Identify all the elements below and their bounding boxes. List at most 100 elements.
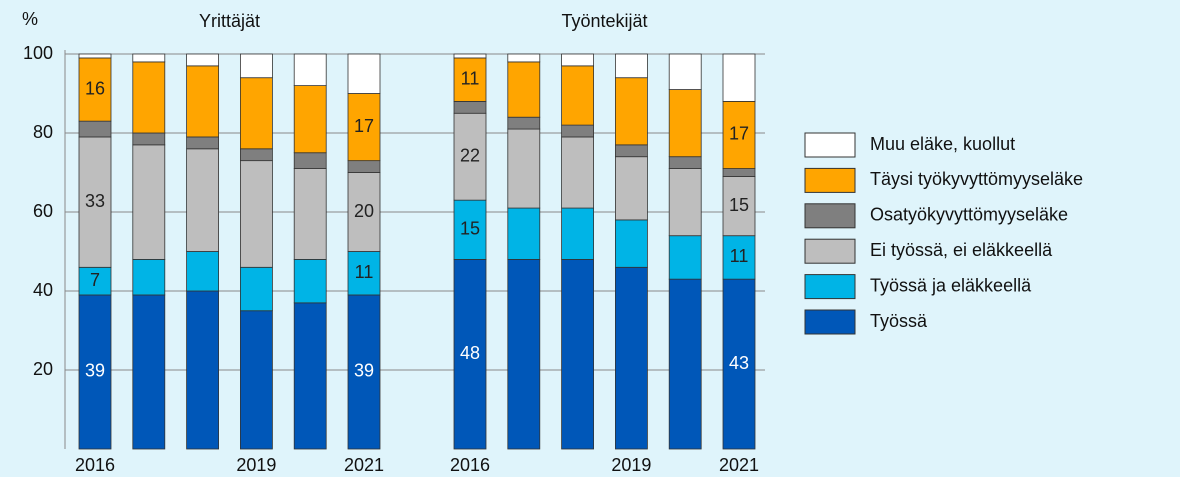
bar-segment [239,148,273,162]
bar-segment [293,152,327,169]
bar-segment [347,53,381,94]
bar-segment [78,266,112,296]
data-label: 22 [460,145,480,165]
bar-segment [132,294,166,450]
group-title: Yrittäjät [199,11,260,31]
bar-segment [347,251,381,296]
bar-segment [78,53,112,59]
data-label: 39 [354,361,374,381]
bar-segment [132,61,166,134]
bar-segment [561,258,594,450]
bar-segment [186,251,220,292]
bar-segment [132,144,166,260]
bar-segment [668,156,702,169]
bar-segment [507,53,541,63]
legend-label: Ei työssä, ei eläkkeellä [870,240,1053,260]
bar-segment [347,93,381,162]
bar-segment [239,266,273,312]
bar-segment [453,101,487,114]
bar-segment [722,278,756,450]
bar-segment [239,160,273,268]
bar-segment [722,176,756,237]
bar-segment [507,258,541,450]
legend-swatch [804,167,856,193]
legend-label: Työssä [870,311,928,331]
bar-segment [507,116,541,130]
bar-segment [722,235,756,280]
y-tick-label: 80 [33,122,53,142]
legend-swatch [804,132,856,158]
bar-segment [293,85,327,154]
y-tick-label: 60 [33,201,53,221]
legend-label: Työssä ja eläkkeellä [870,275,1032,295]
x-tick-label: 2016 [450,455,490,475]
x-tick-label: 2016 [75,455,115,475]
x-tick-label: 2019 [236,455,276,475]
bar-segment [132,258,166,296]
bar-segment [78,294,112,450]
bar-segment [615,156,648,221]
data-label: 11 [355,262,374,282]
bar-segment [561,53,594,67]
legend-label: Muu eläke, kuollut [870,134,1015,154]
bar-segment [78,120,112,138]
bar-segment [561,136,594,209]
legend-swatch [804,309,856,335]
data-label: 20 [354,201,374,221]
y-unit: % [22,9,38,29]
bar-segment [186,53,220,67]
legend-label: Täysi työkyvyttömyyseläke [870,169,1083,189]
y-tick-label: 40 [33,280,53,300]
bar-segment [347,294,381,450]
data-label: 11 [730,246,749,266]
bar-segment [293,258,327,304]
bar-segment [615,144,648,158]
data-label: 17 [354,116,374,136]
bar-segment [293,302,327,450]
bar-segment [507,61,541,118]
y-tick-label: 100 [23,43,53,63]
legend-swatch [804,238,856,264]
data-label: 33 [85,191,105,211]
bar-segment [186,136,220,150]
bar-segment [132,53,166,63]
data-label: 11 [461,68,480,88]
bar-segment [132,132,166,146]
bar-segment [561,207,594,260]
bar-segment [239,53,273,79]
group-title: Työntekijät [561,11,647,31]
bar-segment [293,53,327,87]
bar-segment [239,77,273,150]
bar-segment [615,266,648,450]
bar-segment [186,290,220,450]
bar-segment [615,77,648,146]
bar-segment [561,124,594,138]
bar-segment [722,53,756,102]
bar-segment [615,219,648,268]
bar-segment [507,128,541,209]
bar-segment [453,53,487,59]
data-label: 7 [90,270,100,290]
data-label: 15 [460,219,480,239]
bar-segment [615,53,648,79]
bar-segment [561,65,594,126]
bar-segment [668,53,702,90]
bar-segment [668,168,702,237]
bar-segment [186,65,220,138]
legend-swatch [804,274,856,300]
data-label: 39 [85,361,105,381]
bar-segment [507,207,541,260]
bar-segment [453,258,487,450]
x-tick-label: 2021 [344,455,384,475]
bar-segment [78,136,112,268]
bar-segment [722,101,756,169]
bar-segment [239,310,273,450]
bar-segment [722,168,756,177]
data-label: 17 [729,124,749,144]
legend-swatch [804,203,856,229]
bar-segment [668,278,702,450]
x-tick-label: 2019 [611,455,651,475]
legend-label: Osatyökyvyttömyyseläke [870,205,1068,225]
data-label: 15 [729,195,749,215]
